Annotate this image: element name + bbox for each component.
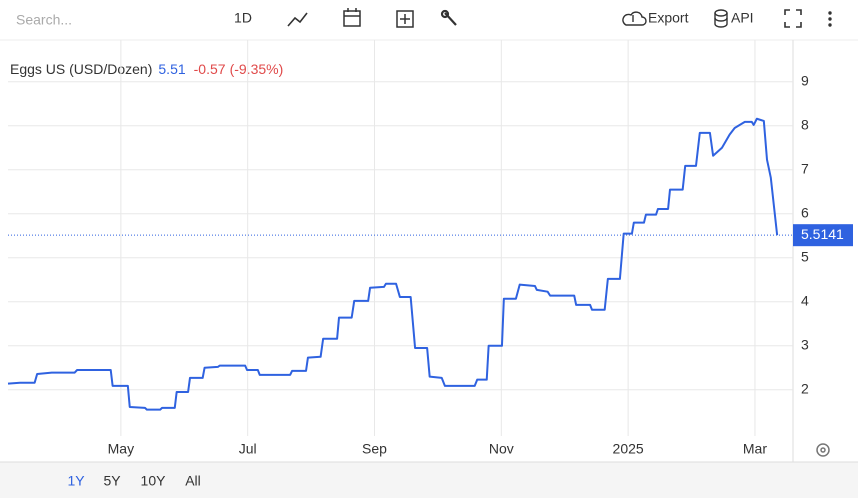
price: 5.51 <box>158 61 185 77</box>
y-tick-label: 5 <box>801 249 809 265</box>
range-bar <box>0 462 858 498</box>
y-tick-label: 9 <box>801 73 809 89</box>
gear-icon[interactable] <box>816 443 830 457</box>
change: -0.57 <box>194 61 226 77</box>
y-tick-label: 8 <box>801 117 809 133</box>
chart-type-icon[interactable] <box>287 12 308 27</box>
range-button[interactable]: 10Y <box>141 473 167 489</box>
search-box[interactable]: Search... <box>16 12 72 28</box>
y-tick-label: 4 <box>801 293 809 309</box>
x-tick-label: Mar <box>743 441 767 457</box>
y-tick-label: 7 <box>801 161 809 177</box>
range-button[interactable]: 1Y <box>67 473 85 489</box>
api-icon[interactable] <box>714 9 728 28</box>
range-button[interactable]: All <box>185 473 201 489</box>
menu-icon[interactable] <box>828 11 832 27</box>
export-icon[interactable] <box>622 11 647 26</box>
x-tick-label: Sep <box>362 441 387 457</box>
range-button[interactable]: 5Y <box>103 473 121 489</box>
y-tick-label: 2 <box>801 381 809 397</box>
x-tick-label: Nov <box>489 441 514 457</box>
y-tick-label: 3 <box>801 337 809 353</box>
calendar-icon[interactable] <box>343 8 361 27</box>
fullscreen-icon[interactable] <box>784 9 802 28</box>
last-price-label: 5.5141 <box>801 226 844 242</box>
change-pct: (-9.35%) <box>230 61 284 77</box>
compare-icon[interactable] <box>396 10 414 28</box>
settings-icon[interactable] <box>440 9 457 26</box>
last-price-box <box>793 224 853 247</box>
interval-button[interactable]: 1D <box>234 10 252 26</box>
y-tick-label: 6 <box>801 205 809 221</box>
x-tick-label: Jul <box>239 441 257 457</box>
price-line <box>7 117 779 411</box>
chart-title: Eggs US (USD/Dozen) 5.51 -0.57 (-9.35%) <box>10 61 283 77</box>
api-button[interactable]: API <box>731 10 754 26</box>
x-tick-label: May <box>108 441 134 457</box>
title-text: Eggs US (USD/Dozen) <box>10 61 152 77</box>
export-button[interactable]: Export <box>648 10 689 26</box>
x-tick-label: 2025 <box>613 441 644 457</box>
